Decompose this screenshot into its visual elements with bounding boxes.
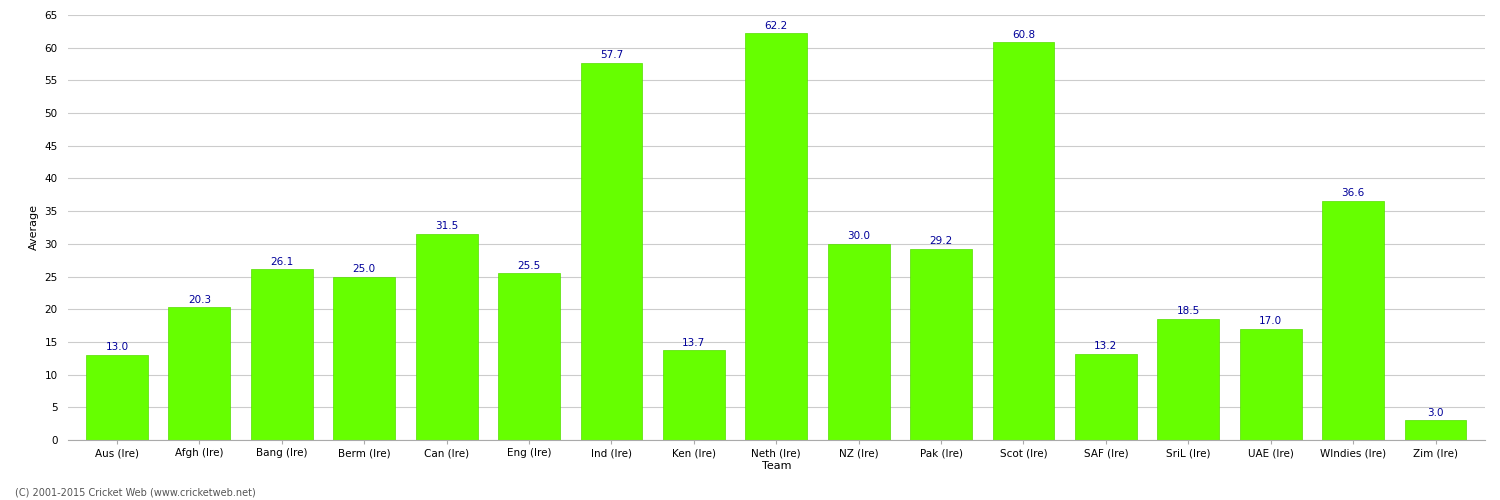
Text: 25.5: 25.5 — [518, 260, 540, 270]
Text: 60.8: 60.8 — [1013, 30, 1035, 40]
Text: 25.0: 25.0 — [352, 264, 375, 274]
Bar — [86, 355, 148, 440]
Bar — [333, 276, 394, 440]
Text: 13.2: 13.2 — [1095, 341, 1118, 351]
Text: 30.0: 30.0 — [847, 231, 870, 241]
Bar — [498, 274, 560, 440]
Bar — [993, 42, 1054, 440]
Bar — [746, 34, 807, 440]
Bar — [663, 350, 724, 440]
Bar — [251, 270, 312, 440]
Text: 26.1: 26.1 — [270, 256, 294, 266]
Text: 31.5: 31.5 — [435, 222, 457, 232]
Bar — [168, 308, 231, 440]
Text: 29.2: 29.2 — [930, 236, 952, 246]
Bar — [910, 249, 972, 440]
Text: 62.2: 62.2 — [765, 20, 788, 30]
Bar — [416, 234, 477, 440]
Text: 13.7: 13.7 — [682, 338, 705, 348]
Bar — [828, 244, 890, 440]
Text: 57.7: 57.7 — [600, 50, 622, 60]
Text: 13.0: 13.0 — [105, 342, 129, 352]
Text: (C) 2001-2015 Cricket Web (www.cricketweb.net): (C) 2001-2015 Cricket Web (www.cricketwe… — [15, 488, 255, 498]
Text: 36.6: 36.6 — [1341, 188, 1365, 198]
Text: 20.3: 20.3 — [188, 294, 211, 304]
Text: 3.0: 3.0 — [1428, 408, 1444, 418]
Bar — [1158, 319, 1220, 440]
Bar — [1076, 354, 1137, 440]
Y-axis label: Average: Average — [28, 204, 39, 250]
X-axis label: Team: Team — [762, 461, 790, 471]
Bar — [1240, 329, 1302, 440]
Text: 18.5: 18.5 — [1176, 306, 1200, 316]
Bar — [580, 62, 642, 440]
Bar — [1322, 200, 1384, 440]
Text: 17.0: 17.0 — [1258, 316, 1282, 326]
Bar — [1404, 420, 1467, 440]
